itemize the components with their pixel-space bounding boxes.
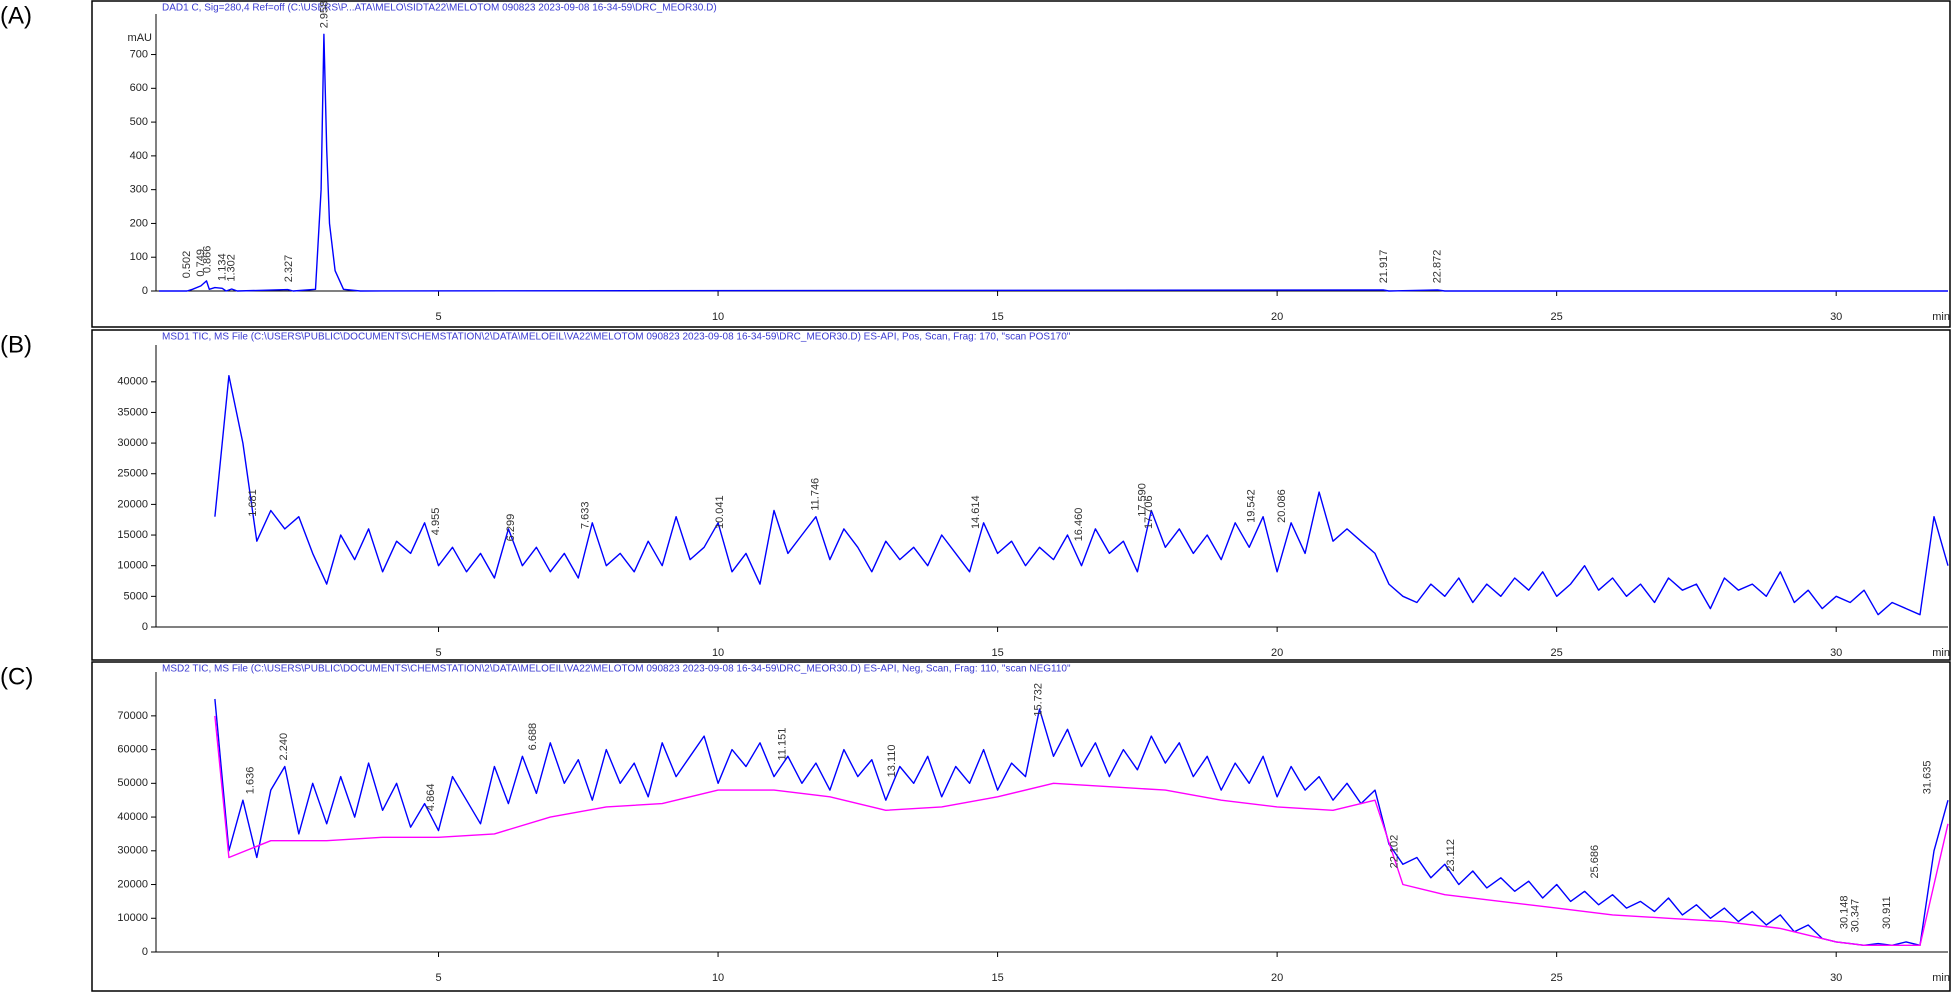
panel-label: (C) <box>0 663 33 690</box>
panel-frame <box>91 329 1951 661</box>
peak-label: 30.911 <box>1881 896 1893 929</box>
panel-frame <box>91 661 1951 992</box>
y-tick-label: 30000 <box>117 845 148 857</box>
y-tick-label: 20000 <box>117 878 148 890</box>
peak-label: 10.041 <box>714 495 726 529</box>
peak-label: 17.706 <box>1143 495 1155 529</box>
y-tick-label: 100 <box>130 251 148 263</box>
peak-label: 14.614 <box>970 495 982 529</box>
peak-label: 4.955 <box>430 508 442 536</box>
peak-label: 2.240 <box>278 733 290 761</box>
peak-label: 1.302 <box>226 254 238 282</box>
peak-label: 22.102 <box>1389 835 1401 869</box>
x-unit: min <box>1932 647 1950 659</box>
peak-label: 11.746 <box>810 478 822 511</box>
x-tick-label: 30 <box>1830 311 1842 323</box>
peak-label: 2.958 <box>318 1 330 29</box>
x-tick-label: 20 <box>1271 647 1283 659</box>
peak-label: 15.732 <box>1032 683 1044 717</box>
y-tick-label: 5000 <box>124 590 148 602</box>
peak-label: 30.347 <box>1849 899 1861 933</box>
y-tick-label: 10000 <box>117 560 148 572</box>
panel-frame <box>91 0 1951 328</box>
x-tick-label: 5 <box>435 647 441 659</box>
y-tick-label: 600 <box>130 82 148 94</box>
trace <box>214 375 1949 616</box>
x-tick-label: 5 <box>435 972 441 984</box>
y-tick-label: 0 <box>142 621 148 633</box>
y-tick-label: 0 <box>142 285 148 297</box>
peak-label: 16.460 <box>1073 508 1085 542</box>
x-tick-label: 15 <box>991 311 1003 323</box>
peak-label: 20.086 <box>1276 489 1288 523</box>
y-tick-label: 200 <box>130 217 148 229</box>
y-tick-label: 15000 <box>117 529 148 541</box>
x-tick-label: 15 <box>991 647 1003 659</box>
x-tick-label: 10 <box>712 647 724 659</box>
y-tick-label: 700 <box>130 48 148 60</box>
y-tick-label: 25000 <box>117 468 148 480</box>
peak-label: 1.636 <box>244 767 256 795</box>
peak-label: 17.590 <box>1136 483 1148 517</box>
trace <box>214 715 1949 946</box>
panel-header: MSD1 TIC, MS File (C:\USERS\PUBLIC\DOCUM… <box>162 332 1071 343</box>
peak-label: 1.681 <box>247 489 259 517</box>
peak-label: 7.633 <box>580 502 592 530</box>
peak-label: 0.866 <box>201 246 213 274</box>
peak-label: 19.542 <box>1245 489 1257 523</box>
panel-header: MSD2 TIC, MS File (C:\USERS\PUBLIC\DOCUM… <box>162 664 1071 675</box>
x-tick-label: 15 <box>991 972 1003 984</box>
x-tick-label: 10 <box>712 972 724 984</box>
peak-label: 22.872 <box>1432 250 1444 284</box>
y-tick-label: 50000 <box>117 777 148 789</box>
y-tick-label: 300 <box>130 184 148 196</box>
peak-label: 25.686 <box>1589 845 1601 879</box>
peak-label: 2.327 <box>283 255 295 283</box>
y-tick-label: 40000 <box>117 811 148 823</box>
x-tick-label: 25 <box>1551 972 1563 984</box>
x-tick-label: 5 <box>435 311 441 323</box>
y-tick-label: 0 <box>142 946 148 958</box>
peak-label: 6.688 <box>527 723 539 751</box>
x-unit: min <box>1932 311 1950 323</box>
y-tick-label: 500 <box>130 116 148 128</box>
x-tick-label: 10 <box>712 311 724 323</box>
y-tick-label: 400 <box>130 150 148 162</box>
peak-label: 30.148 <box>1838 895 1850 929</box>
y-unit: mAU <box>128 32 153 44</box>
x-tick-label: 25 <box>1551 647 1563 659</box>
trace <box>214 698 1949 946</box>
peak-label: 0.749 <box>195 249 207 277</box>
y-tick-label: 40000 <box>117 376 148 388</box>
peak-label: 6.299 <box>505 514 517 542</box>
peak-label: 11.151 <box>776 728 788 761</box>
peak-label: 21.917 <box>1378 250 1390 284</box>
y-tick-label: 60000 <box>117 743 148 755</box>
peak-label: 31.635 <box>1922 761 1934 795</box>
x-tick-label: 30 <box>1830 647 1842 659</box>
y-tick-label: 20000 <box>117 498 148 510</box>
peak-label: 0.502 <box>181 251 193 279</box>
panel-label: (B) <box>0 331 32 358</box>
x-tick-label: 20 <box>1271 972 1283 984</box>
peak-label: 13.110 <box>886 744 898 777</box>
y-tick-label: 35000 <box>117 406 148 418</box>
x-unit: min <box>1932 972 1950 984</box>
panel-header: DAD1 C, Sig=280,4 Ref=off (C:\USERS\P...… <box>162 3 717 14</box>
x-tick-label: 30 <box>1830 972 1842 984</box>
y-tick-label: 10000 <box>117 912 148 924</box>
y-tick-label: 30000 <box>117 437 148 449</box>
x-tick-label: 25 <box>1551 311 1563 323</box>
y-tick-label: 70000 <box>117 710 148 722</box>
panel-label: (A) <box>0 2 32 29</box>
trace <box>159 33 1948 292</box>
x-tick-label: 20 <box>1271 311 1283 323</box>
peak-label: 1.134 <box>216 253 228 281</box>
peak-label: 4.864 <box>425 784 437 812</box>
peak-label: 23.112 <box>1445 839 1457 872</box>
